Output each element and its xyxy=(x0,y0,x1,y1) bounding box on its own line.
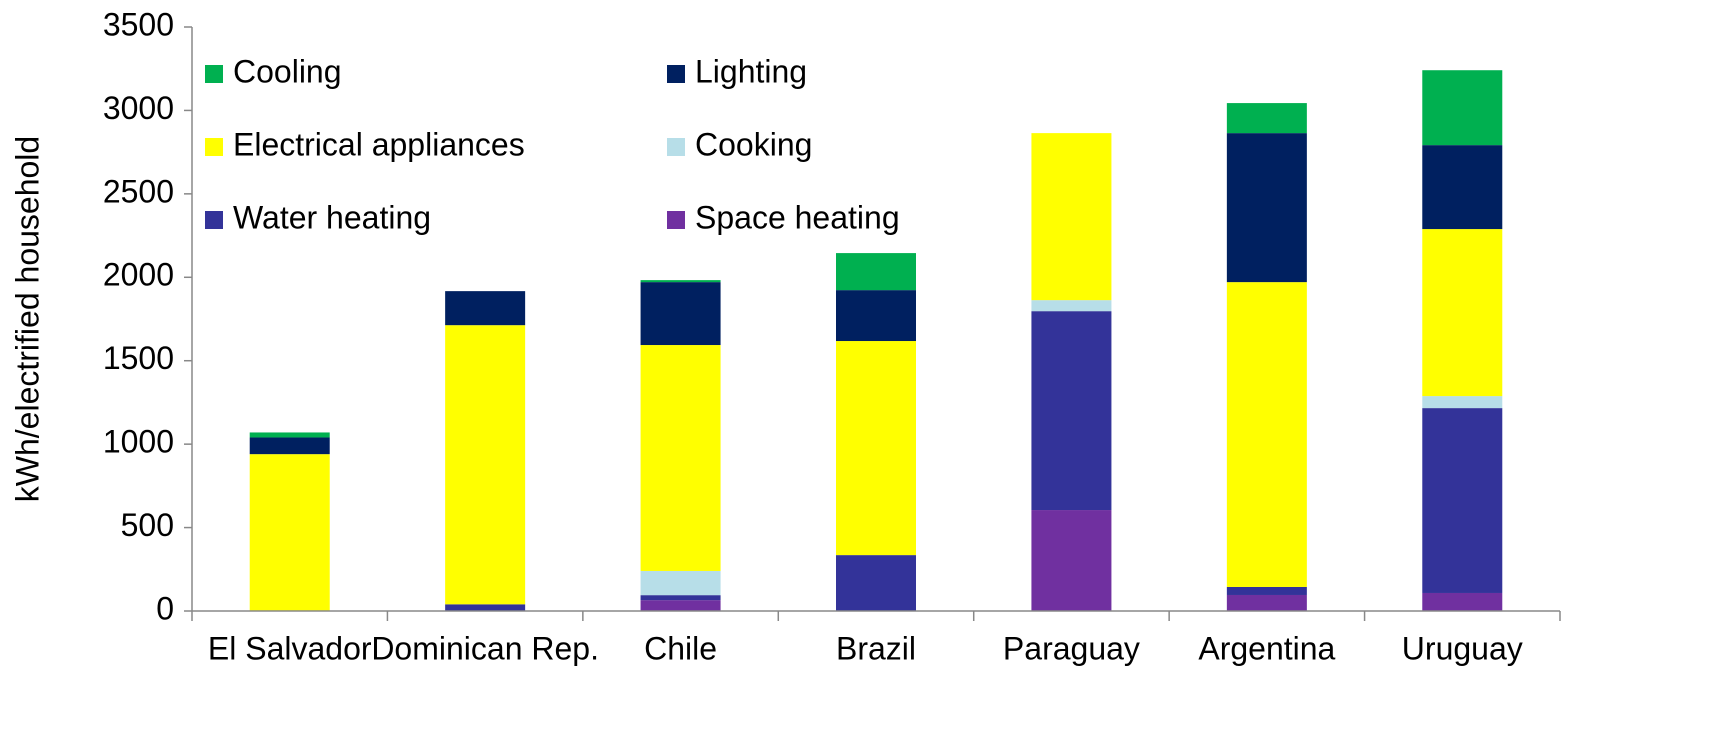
bar-segment xyxy=(836,290,916,342)
bar-segment xyxy=(1422,229,1503,397)
x-tick-label: Dominican Rep. xyxy=(371,630,599,666)
legend-swatch xyxy=(205,211,223,229)
legend-label: Cooking xyxy=(695,126,812,162)
bar-segment xyxy=(1031,510,1112,611)
y-tick-label: 3500 xyxy=(103,6,174,42)
bar-segment xyxy=(836,555,916,611)
x-tick-label: Paraguay xyxy=(1003,630,1140,666)
bar-segment xyxy=(445,604,526,611)
bar-segment xyxy=(640,595,721,601)
legend-swatch xyxy=(667,138,685,156)
bar-segment xyxy=(1422,408,1503,593)
bar-segment xyxy=(1031,133,1112,301)
bar-segment xyxy=(249,437,330,455)
legend-label: Lighting xyxy=(695,53,807,89)
x-tick-label: Argentina xyxy=(1198,630,1335,666)
bar-segment xyxy=(1031,300,1112,312)
y-tick-label: 3000 xyxy=(103,90,174,126)
bar-segment xyxy=(836,253,916,291)
bar-segment xyxy=(445,291,526,326)
legend-swatch xyxy=(205,138,223,156)
bar-segment xyxy=(249,454,330,611)
bar-segment xyxy=(1226,133,1307,283)
bar-segment xyxy=(640,280,721,283)
legend-label: Water heating xyxy=(233,199,431,235)
bar-segment xyxy=(1226,594,1307,611)
x-tick-label: Brazil xyxy=(836,630,916,666)
y-tick-label: 1500 xyxy=(103,340,174,376)
y-tick-label: 2000 xyxy=(103,257,174,293)
bar-segment xyxy=(640,570,721,596)
bar-segment xyxy=(1226,103,1307,134)
legend-label: Cooling xyxy=(233,53,342,89)
y-tick-label: 1000 xyxy=(103,424,174,460)
bar-segment xyxy=(640,345,721,571)
bar-segment xyxy=(1226,282,1307,587)
legend-swatch xyxy=(667,65,685,83)
bar-segment xyxy=(640,282,721,346)
bar-segment xyxy=(836,341,916,556)
bar-segment xyxy=(1422,70,1503,146)
legend-label: Electrical appliances xyxy=(233,126,525,162)
bar-segment xyxy=(445,325,526,605)
bar-segment xyxy=(1422,592,1503,611)
legend-swatch xyxy=(205,65,223,83)
bar-segment xyxy=(1031,311,1112,511)
y-tick-label: 500 xyxy=(121,507,174,543)
y-tick-label: 2500 xyxy=(103,173,174,209)
bar-segment xyxy=(1226,586,1307,595)
bar-segment xyxy=(249,432,330,438)
bar-segment xyxy=(1422,396,1503,409)
y-axis-label: kWh/electrified household xyxy=(9,136,45,502)
bar-segment xyxy=(1422,145,1503,230)
x-tick-label: Uruguay xyxy=(1402,630,1523,666)
legend-swatch xyxy=(667,211,685,229)
legend-label: Space heating xyxy=(695,199,900,235)
x-tick-label: Chile xyxy=(644,630,717,666)
bar-segment xyxy=(640,600,721,611)
x-tick-label: El Salvador xyxy=(208,630,372,666)
y-tick-label: 0 xyxy=(156,590,174,626)
